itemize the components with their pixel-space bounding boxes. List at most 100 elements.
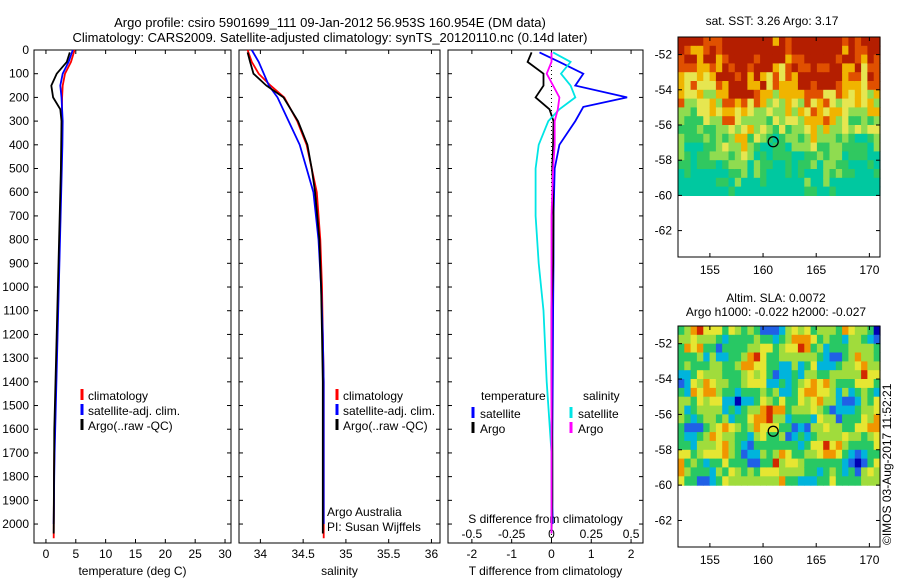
temperature-x-tick-label: 15 (129, 547, 143, 561)
salinity-diff-tick-label: 0.25 (580, 527, 604, 541)
temperature-x-tick-label: 30 (218, 547, 232, 561)
differences-series-line-satellite (534, 51, 577, 534)
differences-series-line-argo (545, 52, 561, 534)
diff-legend-label: Argo (578, 422, 604, 436)
sst_map-x-tick-label: 160 (753, 263, 773, 277)
sla_map-y-tick-label: -56 (655, 407, 673, 421)
salinity-plot-frame (238, 49, 441, 544)
temperature-x-tick-label: 0 (43, 547, 50, 561)
sla_map-argo-position-marker (767, 425, 779, 437)
temperature-series-line-argo-raw-qc- (50, 52, 71, 534)
depth-tick-label: 1500 (2, 399, 29, 413)
depth-tick-label: 1400 (2, 375, 29, 389)
diff-legend-title: salinity (583, 389, 620, 403)
sst-map-title: sat. SST: 3.26 Argo: 3.17 (706, 14, 839, 28)
depth-tick-label: 1000 (2, 280, 29, 294)
depth-tick-label: 1700 (2, 446, 29, 460)
temperature-x-tick-label: 20 (159, 547, 173, 561)
depth-tick-label: 1900 (2, 493, 29, 507)
sla_map-x-tick-label: 165 (806, 553, 826, 567)
temperature-legend-label: climatology (88, 389, 148, 403)
depth-tick-label: 1200 (2, 327, 29, 341)
salinity-legend-label: Argo(..raw -QC) (343, 419, 428, 433)
depth-tick-label: 600 (9, 185, 29, 199)
temperature-legend-label: satellite-adj. clim. (88, 404, 180, 418)
diff-legend-label: satellite (578, 407, 619, 421)
salinity-diff-tick-label: 0.5 (623, 527, 640, 541)
salinity-series-line-argo-raw-qc- (246, 52, 324, 534)
temperature-x-tick-label: 10 (99, 547, 113, 561)
sst_map-y-tick-label: -54 (655, 83, 673, 97)
depth-tick-label: 1800 (2, 470, 29, 484)
depth-tick-label: 400 (9, 138, 29, 152)
sst_map-x-tick-label: 155 (700, 263, 720, 277)
sla-map-subtitle: Argo h1000: -0.022 h2000: -0.027 (686, 305, 866, 319)
differences-x-tick-label: 1 (588, 547, 595, 561)
sst_map-y-tick-label: -62 (655, 224, 673, 238)
differences-x-tick-label: -2 (467, 547, 478, 561)
sla_map-x-tick-label: 155 (700, 553, 720, 567)
diff-legend-label: Argo (480, 422, 506, 436)
depth-tick-label: 200 (9, 90, 29, 104)
salinity-diff-axis-label: S difference from climatology (468, 512, 623, 526)
temperature-x-axis-label: temperature (deg C) (78, 564, 186, 578)
differences-x-axis-label: T difference from climatology (469, 564, 623, 578)
diff-legend-title: temperature (481, 389, 546, 403)
argo-australia-annotation: Argo Australia (327, 505, 402, 519)
sla_map-y-tick-label: -52 (655, 337, 673, 351)
sla_map-y-tick-label: -62 (655, 513, 673, 527)
salinity-legend-label: climatology (343, 389, 403, 403)
depth-tick-label: 100 (9, 67, 29, 81)
sla_map-y-tick-label: -58 (655, 443, 673, 457)
salinity-x-tick-label: 34.5 (291, 547, 315, 561)
differences-x-tick-label: -1 (506, 547, 517, 561)
figure-title-line-1: Argo profile: csiro 5901699_111 09-Jan-2… (114, 15, 546, 30)
sst_map-field (678, 37, 881, 196)
differences-x-tick-label: 2 (628, 547, 635, 561)
sst_map-y-tick-label: -52 (655, 48, 673, 62)
salinity-legend-label: satellite-adj. clim. (343, 404, 435, 418)
salinity-x-tick-label: 36 (425, 547, 439, 561)
sla_map-x-tick-label: 160 (753, 553, 773, 567)
depth-tick-label: 700 (9, 209, 29, 223)
sla_map-field (678, 326, 881, 486)
diff-legend-label: satellite (480, 407, 521, 421)
salinity-series-line-satellite-adj-clim- (251, 49, 325, 524)
depth-tick-label: 800 (9, 233, 29, 247)
salinity-x-tick-label: 35 (339, 547, 353, 561)
depth-tick-label: 1100 (3, 304, 29, 318)
sla_map-frame (677, 325, 881, 548)
sla-map-title: Altim. SLA: 0.0072 (726, 291, 826, 305)
depth-tick-label: 1300 (2, 351, 29, 365)
temperature-plot-frame (33, 49, 232, 544)
depth-tick-label: 1600 (2, 422, 29, 436)
sst_map-y-tick-label: -60 (655, 188, 673, 202)
differences-x-tick-label: 0 (548, 547, 555, 561)
sst_map-y-tick-label: -58 (655, 153, 673, 167)
temperature-x-tick-label: 5 (72, 547, 79, 561)
temperature-x-tick-label: 25 (189, 547, 203, 561)
figure-title-line-2: Climatology: CARS2009. Satellite-adjuste… (72, 30, 588, 45)
salinity-diff-tick-label: -0.25 (498, 527, 526, 541)
salinity-x-tick-label: 34 (254, 547, 268, 561)
salinity-diff-tick-label: -0.5 (462, 527, 483, 541)
argo-australia-annotation: PI: Susan Wijffels (327, 520, 421, 534)
differences-plot-frame (447, 49, 644, 544)
depth-tick-label: 500 (9, 162, 29, 176)
salinity-x-axis-label: salinity (321, 564, 358, 578)
sst_map-x-tick-label: 165 (806, 263, 826, 277)
sla_map-y-tick-label: -54 (655, 372, 673, 386)
depth-tick-label: 900 (9, 256, 29, 270)
sst_map-argo-position-marker (767, 136, 779, 148)
sla_map-y-tick-label: -60 (655, 478, 673, 492)
sst_map-frame (677, 36, 881, 258)
salinity-x-tick-label: 35.5 (377, 547, 401, 561)
depth-tick-label: 2000 (2, 517, 29, 531)
sla_map-x-tick-label: 170 (859, 553, 879, 567)
depth-tick-label: 0 (22, 43, 29, 57)
depth-tick-label: 300 (9, 114, 29, 128)
temperature-legend-label: Argo(..raw -QC) (88, 419, 173, 433)
sst_map-x-tick-label: 170 (859, 263, 879, 277)
sst_map-y-tick-label: -56 (655, 118, 673, 132)
